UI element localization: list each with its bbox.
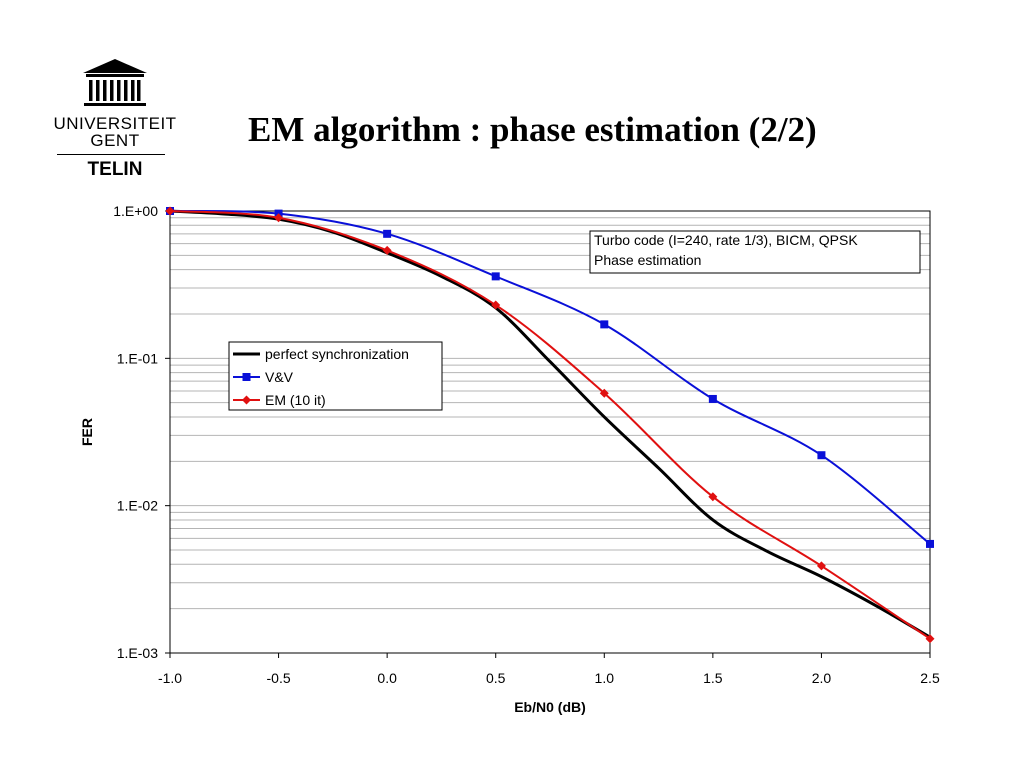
x-tick-label: 2.0 (812, 670, 832, 686)
series-point (491, 272, 500, 281)
legend-item: EM (10 it) (233, 392, 326, 408)
series-point (491, 300, 501, 310)
legend-item: V&V (233, 369, 294, 385)
x-tick-label: 1.5 (703, 670, 723, 686)
annotation-line-1: Turbo code (I=240, rate 1/3), BICM, QPSK (594, 232, 858, 248)
series-point (708, 394, 717, 403)
y-tick-label: 1.E+00 (113, 203, 158, 219)
series-line (169, 210, 931, 545)
university-logo: UNIVERSITEIT GENT TELIN (40, 55, 190, 190)
building-icon (83, 59, 147, 106)
series-point (242, 373, 251, 381)
series-em-10-it (165, 206, 935, 644)
series-point (383, 229, 392, 238)
y-tick-label: 1.E-02 (117, 498, 158, 514)
series-line (169, 210, 931, 640)
series-point (816, 561, 826, 571)
series-point (708, 492, 718, 502)
university-line-1: UNIVERSITEIT (53, 114, 177, 133)
series-point (165, 206, 175, 216)
legend-label: EM (10 it) (265, 392, 326, 408)
university-name: UNIVERSITEIT GENT (40, 115, 190, 149)
annotation-line-2: Phase estimation (594, 252, 701, 268)
department-name: TELIN (87, 159, 143, 180)
x-tick-label: 0.0 (377, 670, 397, 686)
x-tick-label: 1.0 (595, 670, 615, 686)
series-point (817, 451, 826, 460)
y-axis-label: FER (79, 418, 95, 446)
x-tick-label: -1.0 (158, 670, 182, 686)
chart-series (165, 206, 935, 644)
legend-item: perfect synchronization (233, 346, 409, 362)
legend-label: perfect synchronization (265, 346, 409, 362)
series-point (274, 213, 284, 223)
legend-label: V&V (265, 369, 294, 385)
x-tick-label: 2.5 (920, 670, 940, 686)
y-tick-label: 1.E-01 (117, 350, 158, 366)
x-tick-label: 0.5 (486, 670, 506, 686)
series-point (382, 245, 392, 255)
x-axis-label: Eb/N0 (dB) (514, 699, 586, 715)
chart-gridlines (170, 217, 930, 610)
y-tick-label: 1.E-03 (117, 645, 158, 661)
series-point (599, 388, 609, 398)
logo-divider (57, 154, 165, 155)
series-point (925, 634, 935, 644)
series-line (169, 209, 931, 639)
axis-ticks: -1.0 -0.5 0.0 0.5 1.0 1.5 2.0 2.5 1.E+00 1.E-01 1.… (113, 203, 940, 686)
chart-legend: perfect synchronization V&V EM (10 it) (228, 341, 443, 411)
series-point (600, 320, 609, 329)
series-perfect-synchronization (169, 209, 931, 639)
series-point (926, 539, 934, 548)
university-line-2: GENT (90, 131, 140, 150)
plot-area-border (169, 210, 931, 654)
x-tick-label: -0.5 (267, 670, 291, 686)
slide-title: EM algorithm : phase estimation (2/2) (248, 110, 817, 149)
annotation-box: Turbo code (I=240, rate 1/3), BICM, QPSK… (589, 230, 921, 274)
series-point (242, 395, 251, 405)
